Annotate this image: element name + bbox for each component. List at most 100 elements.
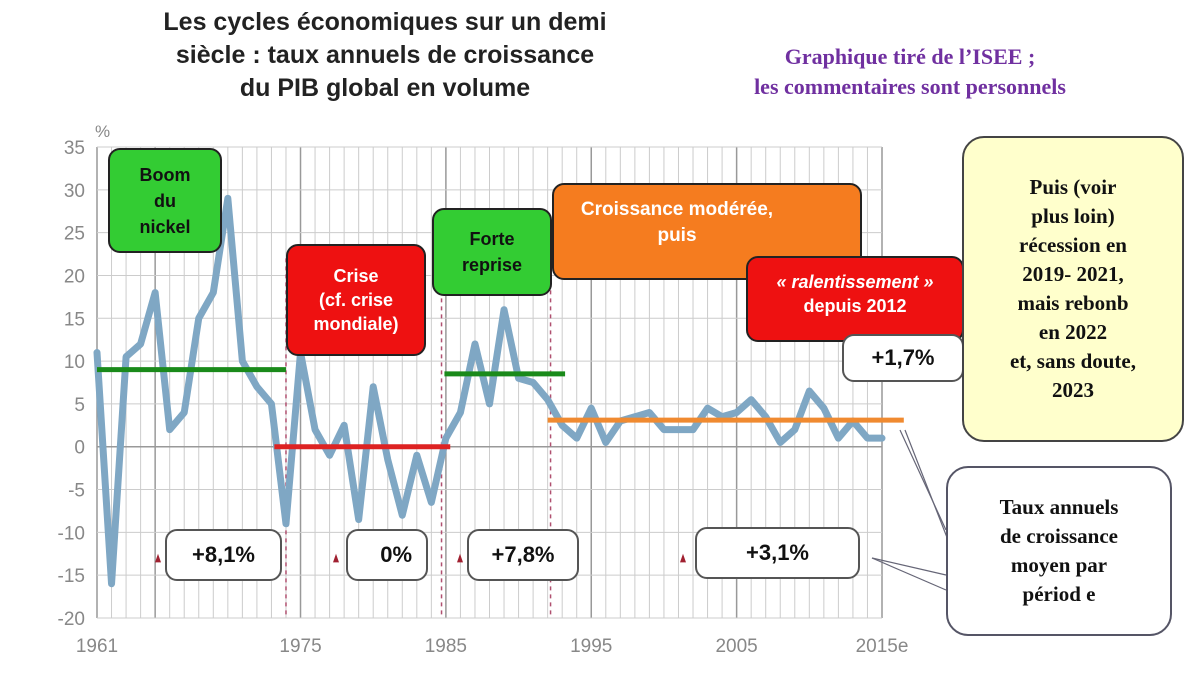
title-line: siècle : taux annuels de croissance	[175, 41, 595, 69]
average-label: +1,7%	[871, 345, 935, 370]
y-tick-label: 20	[64, 266, 85, 287]
callout-pointer	[871, 557, 947, 576]
legend-line: moyen par	[1010, 553, 1108, 577]
period-average-box: +7,8%	[467, 529, 579, 581]
data-point	[532, 382, 534, 383]
callout-pointer	[899, 429, 947, 531]
data-point	[183, 411, 185, 413]
data-point	[707, 407, 709, 409]
data-point	[677, 429, 679, 431]
data-point	[692, 429, 694, 431]
annotation-reprise: Forte reprise	[432, 208, 552, 296]
x-tick-label: 1985	[425, 636, 467, 657]
data-point	[227, 197, 229, 199]
data-point	[750, 399, 752, 401]
note-line: récession en	[1019, 233, 1127, 257]
data-point	[561, 424, 563, 426]
note-line: plus loin)	[1031, 204, 1115, 228]
annotation-crise: Crise (cf. crise mondiale)	[286, 244, 426, 356]
chart-title: Les cycles économiques sur un demi siècl…	[120, 6, 650, 105]
data-point	[518, 377, 520, 379]
y-tick-label: 10	[64, 352, 85, 373]
data-point	[241, 360, 243, 362]
y-tick-label: -10	[58, 523, 85, 544]
annotation-line: puis	[657, 225, 697, 246]
data-point	[663, 429, 665, 431]
data-point	[285, 523, 287, 525]
note-line: mais rebonb	[1017, 291, 1129, 315]
marker-icon	[155, 553, 161, 563]
title-line: du PIB global en volume	[239, 74, 531, 102]
data-point	[721, 416, 723, 418]
y-tick-label: -15	[58, 566, 85, 587]
y-tick-label: 30	[64, 181, 85, 202]
average-label: +8,1%	[192, 542, 255, 567]
data-point	[547, 399, 549, 401]
data-point	[459, 411, 461, 413]
y-tick-label: -20	[58, 609, 85, 630]
annotation-line: Forte	[469, 229, 515, 249]
data-point	[765, 416, 767, 418]
x-tick-label: 1975	[279, 636, 321, 657]
period-average-box: 0%	[346, 529, 428, 581]
y-tick-label: 25	[64, 224, 85, 245]
data-point	[270, 403, 272, 405]
y-tick-label: 15	[64, 309, 85, 330]
note-line: 2023	[1052, 378, 1094, 402]
annotation-boom: Boom du nickel	[108, 148, 222, 253]
annotation-line: Boom	[139, 164, 191, 185]
data-point	[343, 424, 345, 426]
annotation-line: depuis 2012	[803, 296, 907, 316]
y-tick-label: 5	[74, 395, 85, 416]
data-point	[634, 416, 636, 418]
data-point	[169, 429, 171, 431]
y-tick-label: 0	[74, 438, 85, 459]
y-tick-label: -5	[68, 481, 85, 502]
legend-callout: Taux annuels de croissance moyen par pér…	[946, 466, 1172, 636]
data-point	[401, 514, 403, 516]
data-point	[329, 454, 331, 456]
callout-pointer	[904, 429, 949, 541]
data-point	[648, 411, 650, 413]
marker-icon	[680, 553, 686, 563]
data-point	[111, 583, 113, 585]
average-label: +3,1%	[746, 540, 809, 565]
data-point	[387, 459, 389, 461]
data-point	[358, 519, 360, 521]
annotation-line: du	[154, 190, 176, 211]
data-point	[445, 437, 447, 439]
data-point	[372, 386, 374, 388]
annotation-line: reprise	[461, 255, 523, 275]
data-point	[881, 437, 883, 439]
average-label: 0%	[380, 542, 412, 567]
period-average-box: +3,1%	[695, 527, 860, 579]
source-note: Graphique tiré de l’ISEE ; les commentai…	[680, 42, 1140, 102]
data-point	[736, 411, 738, 413]
annotation-line: (cf. crise	[318, 290, 394, 310]
data-point	[314, 429, 316, 431]
average-label: +7,8%	[491, 542, 555, 567]
data-point	[256, 386, 258, 388]
callout-pointer	[871, 557, 947, 591]
x-tick-label: 2015e	[856, 636, 909, 657]
average-since-2012: +1,7%	[842, 334, 964, 382]
annotation-line: mondiale)	[313, 314, 399, 334]
data-point	[794, 429, 796, 431]
data-point	[823, 407, 825, 409]
note-line: 2019- 2021,	[1022, 262, 1124, 286]
data-point	[416, 454, 418, 456]
data-point	[489, 403, 490, 405]
data-point	[430, 501, 432, 503]
data-point	[808, 390, 810, 392]
x-tick-label: 1961	[76, 636, 118, 657]
data-point	[605, 441, 607, 443]
data-point	[576, 437, 578, 439]
x-tick-label: 2005	[715, 636, 757, 657]
annotation-line: Croissance modérée,	[580, 199, 774, 220]
data-point	[779, 441, 781, 443]
data-point	[96, 352, 98, 354]
legend-line: Taux annuels	[999, 495, 1119, 519]
annotation-line: « ralentissement »	[776, 272, 934, 292]
legend-line: périod e	[1022, 582, 1096, 606]
note-line: et, sans doute,	[1009, 349, 1136, 373]
